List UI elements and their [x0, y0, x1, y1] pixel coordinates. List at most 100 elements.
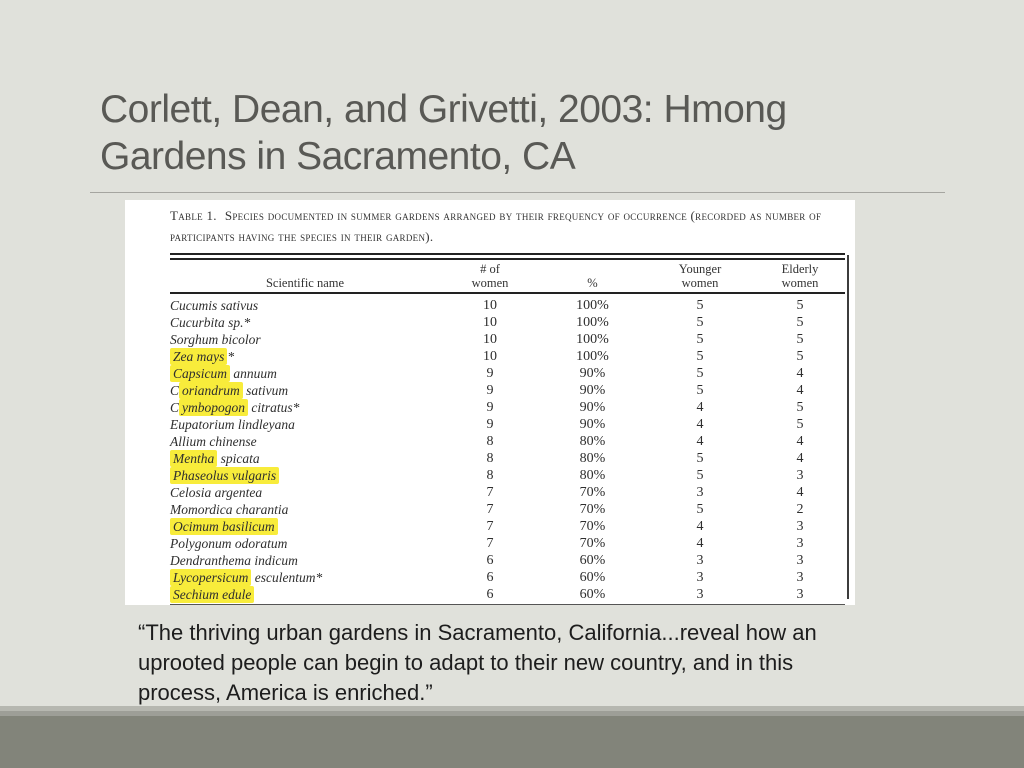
species-name: Sechium edule: [170, 585, 440, 603]
cell-num-women: 9: [486, 365, 494, 381]
cell-percent: 80%: [579, 450, 606, 466]
cell-percent: 100%: [576, 331, 609, 347]
cell-elderly-women: 4: [796, 484, 804, 500]
cell-num-women: 7: [486, 518, 494, 534]
cell-elderly-women: 5: [796, 314, 804, 330]
table-row: Cucumis sativus 10 100% 5 5: [170, 297, 845, 314]
species-name-plain: C: [170, 382, 180, 398]
cell-elderly-women: 5: [796, 297, 804, 313]
table-caption-label: Table 1.: [170, 208, 217, 223]
column-header-percent: %: [587, 275, 598, 290]
cell-younger-women: 5: [696, 382, 704, 398]
cell-elderly-women: 5: [796, 348, 804, 364]
species-name-plain: Dendranthema indicum: [170, 552, 298, 568]
column-header-elderly-women: Elderly women: [781, 262, 819, 290]
species-name: Celosia argentea: [170, 485, 440, 501]
species-name: Momordica charantia: [170, 502, 440, 518]
cell-younger-women: 3: [696, 484, 704, 500]
cell-percent: 70%: [579, 535, 606, 551]
species-name-suffix: sativum: [242, 382, 289, 398]
species-name-plain: Polygonum odoratum: [170, 535, 288, 551]
species-name-highlight: Sechium edule: [170, 585, 255, 603]
table-row: Phaseolus vulgaris 8 80% 5 3: [170, 466, 845, 484]
cell-percent: 90%: [579, 365, 606, 381]
species-name: Dendranthema indicum: [170, 553, 440, 569]
table-row: Celosia argentea 7 70% 3 4: [170, 484, 845, 501]
table-row: Sorghum bicolor 10 100% 5 5: [170, 331, 845, 348]
footer-bar: [0, 716, 1024, 768]
species-name-plain: Momordica charantia: [170, 501, 289, 517]
cell-percent: 60%: [579, 569, 606, 585]
table-figure: Table 1. Species documented in summer gar…: [125, 200, 855, 605]
cell-elderly-women: 4: [796, 450, 804, 466]
cell-elderly-women: 5: [796, 331, 804, 347]
footer-light-band: [0, 706, 1024, 711]
title-divider-rule: [90, 192, 945, 193]
cell-younger-women: 5: [696, 297, 704, 313]
cell-younger-women: 3: [696, 552, 704, 568]
cell-younger-women: 3: [696, 569, 704, 585]
cell-younger-women: 4: [696, 399, 704, 415]
cell-num-women: 10: [483, 331, 497, 347]
cell-younger-women: 5: [696, 467, 704, 483]
quote-block: “The thriving urban gardens in Sacrament…: [138, 618, 858, 708]
slide-title: Corlett, Dean, and Grivetti, 2003: Hmong…: [100, 86, 787, 180]
table-row: Sechium edule 6 60% 3 3: [170, 585, 845, 603]
species-name-suffix: citratus*: [248, 399, 300, 415]
table-caption-text: Species documented in summer gardens arr…: [170, 208, 822, 244]
cell-elderly-women: 5: [796, 416, 804, 432]
cell-elderly-women: 3: [796, 569, 804, 585]
cell-elderly-women: 3: [796, 552, 804, 568]
cell-elderly-women: 3: [796, 467, 804, 483]
cell-num-women: 9: [486, 399, 494, 415]
species-name-highlight: Phaseolus vulgaris: [170, 466, 280, 484]
cell-num-women: 6: [486, 569, 494, 585]
species-name-suffix: *: [227, 348, 235, 364]
table-row: Momordica charantia 7 70% 5 2: [170, 501, 845, 518]
cell-percent: 70%: [579, 484, 606, 500]
species-name: Allium chinense: [170, 434, 440, 450]
species-name-plain: Cucumis sativus: [170, 297, 259, 313]
footer-mid-band: [0, 711, 1024, 716]
species-name-highlight: Lycopersicum: [170, 568, 252, 586]
cell-elderly-women: 3: [796, 586, 804, 602]
species-name-highlight: Mentha: [170, 449, 218, 467]
cell-elderly-women: 2: [796, 501, 804, 517]
table-right-edge-line: [847, 255, 849, 599]
slide-title-line1: Corlett, Dean, and Grivetti, 2003: Hmong: [100, 88, 787, 131]
column-header-younger-women: Younger women: [678, 262, 722, 290]
species-name-highlight: Capsicum: [170, 364, 230, 382]
table-header-rule: [170, 292, 845, 294]
cell-percent: 70%: [579, 518, 606, 534]
cell-num-women: 10: [483, 348, 497, 364]
species-name-suffix: spicata: [217, 450, 260, 466]
species-name-plain: C: [170, 399, 180, 415]
cell-elderly-women: 4: [796, 382, 804, 398]
species-name: Mentha spicata: [170, 449, 440, 467]
table-row: Dendranthema indicum 6 60% 3 3: [170, 552, 845, 569]
species-name: Phaseolus vulgaris: [170, 466, 440, 484]
species-name-suffix: esculentum*: [251, 569, 323, 585]
cell-num-women: 9: [486, 382, 494, 398]
species-name-plain: Cucurbita sp.*: [170, 314, 251, 330]
column-header-num-women: # of women: [471, 262, 509, 290]
species-name: Polygonum odoratum: [170, 536, 440, 552]
species-name: Eupatorium lindleyana: [170, 417, 440, 433]
species-name-highlight: oriandrum: [179, 381, 243, 399]
table-row: Polygonum odoratum 7 70% 4 3: [170, 535, 845, 552]
cell-num-women: 6: [486, 552, 494, 568]
cell-elderly-women: 3: [796, 535, 804, 551]
table-caption: Table 1. Species documented in summer gar…: [170, 205, 845, 247]
cell-percent: 100%: [576, 348, 609, 364]
cell-num-women: 8: [486, 433, 494, 449]
cell-percent: 80%: [579, 467, 606, 483]
cell-younger-women: 5: [696, 348, 704, 364]
table-top-double-rule: [170, 253, 845, 260]
cell-younger-women: 4: [696, 416, 704, 432]
cell-num-women: 10: [483, 297, 497, 313]
table-row: Eupatorium lindleyana 9 90% 4 5: [170, 416, 845, 433]
species-name-highlight: ymbopogon: [179, 398, 249, 416]
cell-elderly-women: 4: [796, 365, 804, 381]
